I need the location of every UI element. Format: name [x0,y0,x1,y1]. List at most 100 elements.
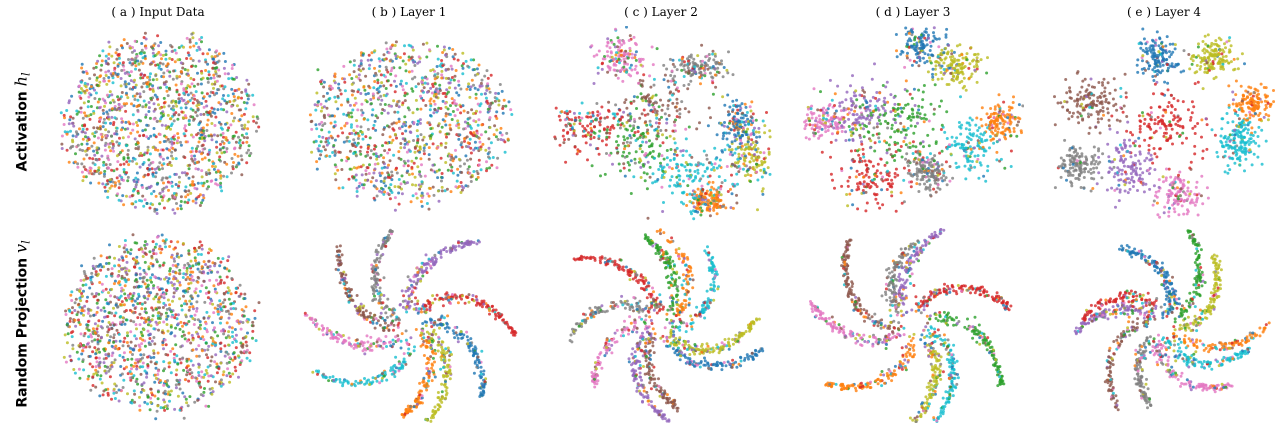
scatter-point-activation-layer-2 [628,46,632,50]
scatter-point-activation-layer-2 [597,49,601,53]
scatter-point-activation-layer-2 [690,155,694,159]
scatter-point-activation-layer-2 [731,73,735,77]
scatter-point-activation-input-data [242,136,246,139]
scatter-point-activation-layer-2 [734,134,738,138]
scatter-point-activation-input-data [75,109,79,113]
scatter-point-activation-input-data [154,194,158,198]
scatter-point-activation-input-data [192,78,196,82]
scatter-point-activation-layer-3 [876,201,880,205]
scatter-point-activation-input-data [149,72,152,76]
scatter-point-activation-input-data [240,124,244,127]
scatter-point-activation-layer-2 [602,128,606,132]
scatter-point-activation-layer-2 [715,166,719,170]
scatter-point-activation-layer-2 [614,103,618,107]
scatter-point-activation-layer-2 [686,57,689,61]
scatter-point-activation-input-data [154,135,158,139]
scatter-point-activation-layer-3 [868,104,872,108]
scatter-point-activation-input-data [142,82,146,85]
scatter-point-activation-layer-1 [378,174,382,178]
scatter-point-activation-input-data [245,101,249,105]
scatter-point-activation-layer-1 [389,183,393,187]
scatter-point-activation-input-data [189,57,193,61]
scatter-point-activation-layer-1 [451,55,455,59]
scatter-point-activation-layer-1 [474,92,478,96]
scatter-point-activation-layer-2 [685,193,689,197]
scatter-point-activation-input-data [190,65,193,68]
scatter-point-activation-input-data [158,152,162,156]
scatter-point-activation-input-data [103,148,107,152]
scatter-point-activation-input-data [87,100,90,103]
scatter-point-activation-input-data [200,152,203,156]
scatter-point-activation-layer-1 [493,99,497,103]
scatter-point-activation-input-data [81,127,85,131]
scatter-point-activation-layer-3 [940,123,944,127]
scatter-point-activation-layer-1 [448,123,452,127]
scatter-point-activation-layer-2 [748,152,751,156]
scatter-point-activation-input-data [147,101,151,104]
scatter-point-activation-layer-3 [913,172,917,176]
scatter-point-activation-layer-2 [683,165,687,169]
scatter-point-activation-layer-2 [692,62,696,66]
scatter-point-activation-layer-3 [1006,121,1010,125]
scatter-point-activation-input-data [98,106,101,110]
scatter-point-activation-layer-3 [922,120,926,124]
scatter-point-activation-layer-2 [629,141,632,145]
scatter-point-activation-layer-1 [404,81,408,85]
scatter-point-activation-input-data [103,104,106,108]
scatter-point-activation-layer-3 [863,185,867,189]
scatter-point-activation-layer-1 [357,165,361,169]
scatter-point-activation-input-data [207,70,211,74]
scatter-point-activation-layer-2 [677,169,681,173]
scatter-point-activation-layer-3 [904,26,908,30]
scatter-point-activation-input-data [225,175,229,179]
scatter-point-activation-layer-1 [411,48,415,52]
scatter-point-activation-input-data [118,182,122,186]
scatter-point-activation-layer-1 [336,134,340,138]
scatter-point-activation-layer-1 [334,100,338,104]
scatter-point-activation-layer-1 [410,87,414,91]
scatter-point-activation-layer-1 [360,173,364,177]
scatter-point-activation-layer-2 [626,62,629,66]
scatter-point-activation-input-data [104,189,107,193]
scatter-point-activation-layer-1 [427,194,431,198]
scatter-point-activation-layer-2 [656,129,660,133]
scatter-point-activation-layer-3 [993,129,997,132]
scatter-point-activation-layer-2 [625,154,629,158]
scatter-point-activation-input-data [133,98,137,101]
scatter-point-activation-layer-1 [485,169,488,173]
scatter-point-activation-layer-2 [660,115,663,119]
scatter-point-activation-input-data [213,93,216,97]
scatter-point-activation-input-data [75,112,79,116]
row-label-projection-text: Random Projection [14,252,31,408]
scatter-point-activation-layer-1 [486,107,490,111]
scatter-point-activation-layer-1 [425,202,429,205]
scatter-point-activation-layer-2 [751,112,755,116]
scatter-point-activation-input-data [141,129,145,133]
scatter-point-activation-input-data [183,68,187,71]
scatter-point-activation-layer-1 [345,155,349,159]
scatter-point-activation-layer-2 [713,73,717,77]
scatter-point-activation-input-data [194,41,198,45]
scatter-point-activation-layer-2 [600,105,604,109]
scatter-point-activation-input-data [122,102,126,106]
scatter-point-activation-layer-3 [880,104,884,108]
scatter-point-activation-layer-1 [364,92,368,96]
scatter-point-activation-input-data [158,119,162,123]
scatter-point-activation-layer-3 [908,146,912,149]
scatter-point-activation-layer-3 [975,80,979,84]
scatter-point-activation-input-data [202,129,206,133]
scatter-point-activation-layer-2 [653,108,657,112]
scatter-point-activation-layer-3 [862,127,865,131]
scatter-point-activation-input-data [200,71,204,75]
scatter-point-activation-layer-2 [696,64,700,67]
scatter-point-activation-input-data [160,57,163,61]
scatter-point-activation-layer-2 [627,168,631,172]
scatter-point-activation-layer-1 [412,161,416,165]
scatter-point-activation-input-data [141,162,145,166]
scatter-point-activation-layer-2 [762,157,766,161]
scatter-point-activation-layer-2 [755,170,759,174]
scatter-point-activation-layer-2 [749,115,753,119]
scatter-point-activation-input-data [134,147,138,150]
scatter-point-activation-layer-3 [936,173,940,177]
scatter-point-activation-input-data [155,120,159,123]
